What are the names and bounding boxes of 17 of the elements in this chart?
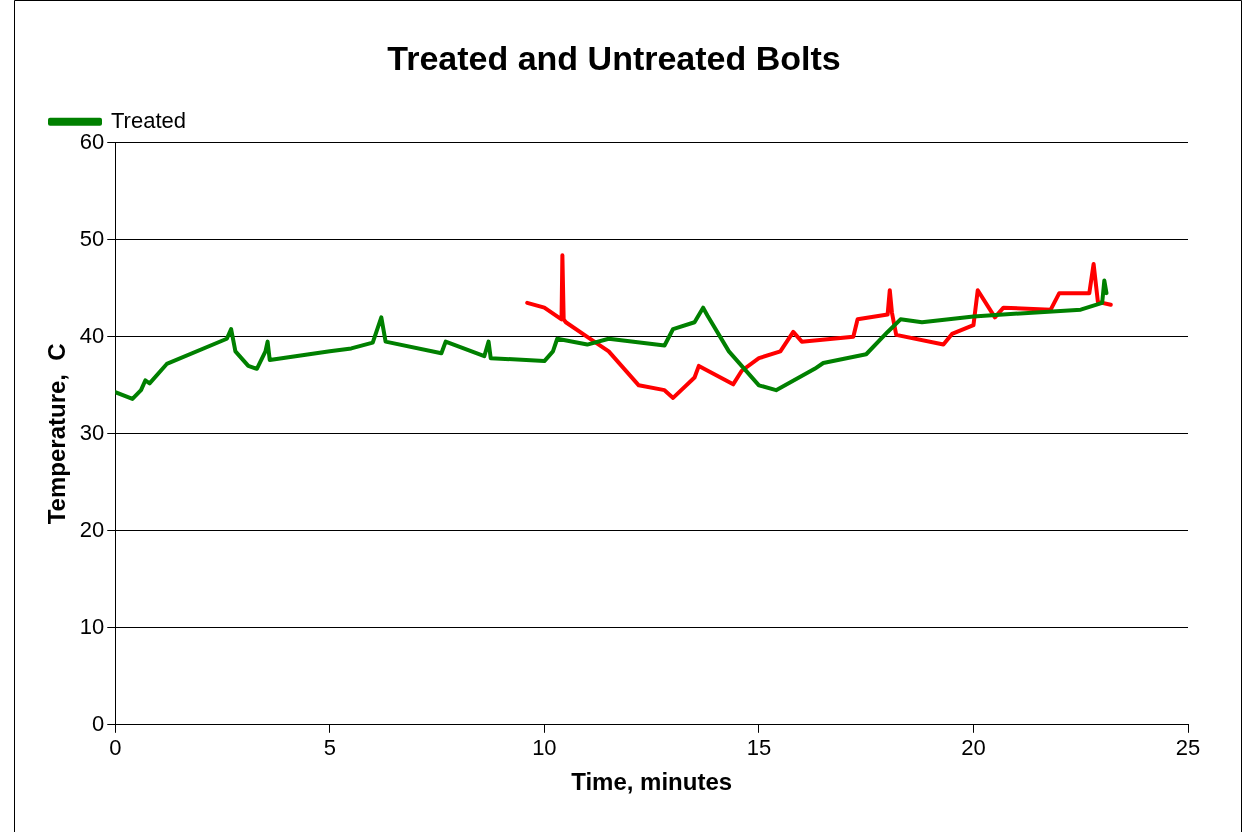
x-tick-label: 20 <box>961 735 986 761</box>
x-tick-label: 10 <box>532 735 557 761</box>
x-tick-label: 5 <box>323 735 336 761</box>
y-axis-title: Temperature, C <box>43 343 71 525</box>
legend-label: Treated <box>111 107 187 133</box>
y-tick-label: 10 <box>79 613 105 639</box>
y-tick-label: 50 <box>79 225 105 251</box>
y-tick-label: 40 <box>79 322 105 348</box>
y-tick-label: 30 <box>79 419 105 445</box>
y-tick-label: 0 <box>92 710 105 736</box>
x-tick-label: 15 <box>746 735 772 761</box>
chart-title: Treated and Untreated Bolts <box>387 38 841 77</box>
x-axis-title: Time, minutes <box>571 768 733 796</box>
x-tick-label: 0 <box>109 735 122 761</box>
y-tick-label: 60 <box>79 128 105 154</box>
x-tick-label: 25 <box>1175 735 1201 761</box>
y-tick-label: 20 <box>79 516 105 542</box>
